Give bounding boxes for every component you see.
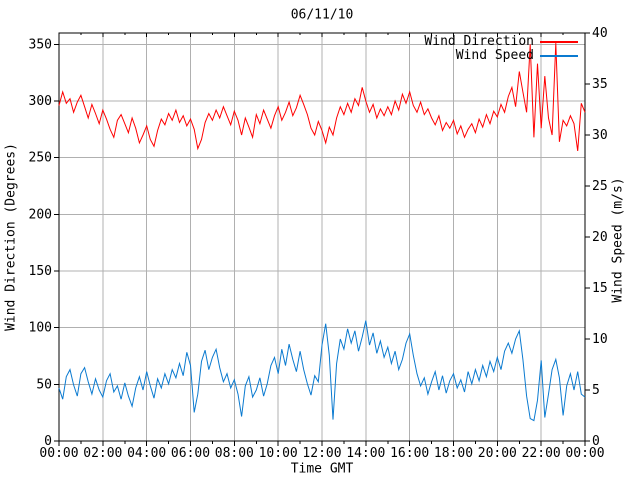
y-left-tick-label: 250 — [29, 151, 52, 166]
x-tick-label: 18:00 — [434, 446, 473, 461]
x-tick-label: 22:00 — [522, 446, 561, 461]
x-tick-label: 12:00 — [302, 446, 341, 461]
x-axis-title: Time GMT — [290, 461, 354, 477]
y-left-tick-label: 0 — [44, 434, 52, 449]
x-tick-label: 00:00 — [39, 446, 78, 461]
y-right-tick-label: 25 — [592, 179, 608, 194]
x-tick-label: 08:00 — [215, 446, 254, 461]
y-left-tick-label: 300 — [29, 94, 52, 109]
y-right-tick-label: 10 — [592, 332, 608, 347]
series-wind-direction — [58, 43, 586, 151]
y-right-tick-label: 35 — [592, 77, 608, 92]
y-right-axis-title: Wind Speed (m/s) — [610, 177, 626, 303]
legend-label-wind-speed: Wind Speed — [455, 48, 534, 63]
x-tick-label: 04:00 — [127, 446, 166, 461]
legend-line-sample-wind-direction — [540, 41, 578, 43]
x-tick-label: 00:00 — [565, 446, 604, 461]
x-tick-label: 06:00 — [171, 446, 210, 461]
chart-title: 06/11/10 — [290, 7, 354, 23]
y-right-tick-label: 30 — [592, 128, 608, 143]
x-tick-label: 20:00 — [478, 446, 517, 461]
x-tick-label: 10:00 — [259, 446, 298, 461]
x-tick-label: 14:00 — [346, 446, 385, 461]
legend-line-sample-wind-speed — [540, 55, 578, 57]
y-right-tick-label: 5 — [592, 383, 600, 398]
legend-label-wind-direction: Wind Direction — [424, 34, 534, 49]
plot-border — [58, 32, 586, 442]
series-wind-speed — [58, 320, 586, 422]
y-left-tick-label: 50 — [36, 377, 52, 392]
x-tick-label: 02:00 — [83, 446, 122, 461]
y-right-tick-label: 40 — [592, 26, 608, 41]
y-right-tick-label: 0 — [592, 434, 600, 449]
y-left-tick-label: 150 — [29, 264, 52, 279]
y-right-tick-label: 20 — [592, 230, 608, 245]
y-left-axis-title: Wind Direction (Degrees) — [3, 143, 19, 331]
y-left-tick-label: 350 — [29, 37, 52, 52]
y-left-tick-label: 100 — [29, 321, 52, 336]
x-tick-label: 16:00 — [390, 446, 429, 461]
y-right-tick-label: 15 — [592, 281, 608, 296]
y-left-tick-label: 200 — [29, 207, 52, 222]
